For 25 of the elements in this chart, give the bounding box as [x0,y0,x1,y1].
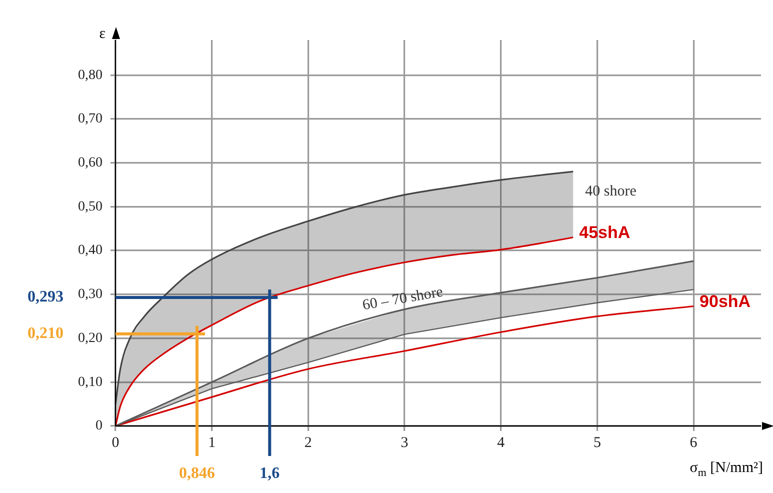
x-tick-label: 4 [497,434,506,451]
ref-line-label: 0,293 [28,288,64,306]
x-tick-label: 0 [112,434,120,451]
y-axis-title: ε [99,26,106,42]
ref-line-label: 0,210 [28,325,64,342]
x-tick-label: 2 [304,434,312,451]
y-tick-label: 0 [96,418,102,434]
y-tick-label: 0,70 [78,112,102,127]
x-tick-label: 1 [208,434,216,451]
y-tick-label: 0,40 [78,243,102,258]
text: 60 – 70 shore [361,284,444,314]
series-label: 90shA [700,292,751,311]
y-tick-label: 0,30 [78,287,102,302]
x-tick-label: 5 [593,434,601,451]
y-tick-label: 0,50 [78,199,102,214]
series-label: 40 shore [585,183,637,200]
x-tick-label: 3 [400,434,408,451]
y-tick-label: 0,10 [78,374,102,390]
ref-line-label: 0,846 [179,465,216,482]
y-tick-label: 0,60 [78,155,102,170]
x-tick-label: 6 [690,434,698,451]
y-tick-label: 0,80 [78,68,102,83]
series-label: 45shA [579,223,630,242]
ref-line-label: 1,6 [260,465,280,482]
y-tick-label: 0,20 [78,330,102,346]
